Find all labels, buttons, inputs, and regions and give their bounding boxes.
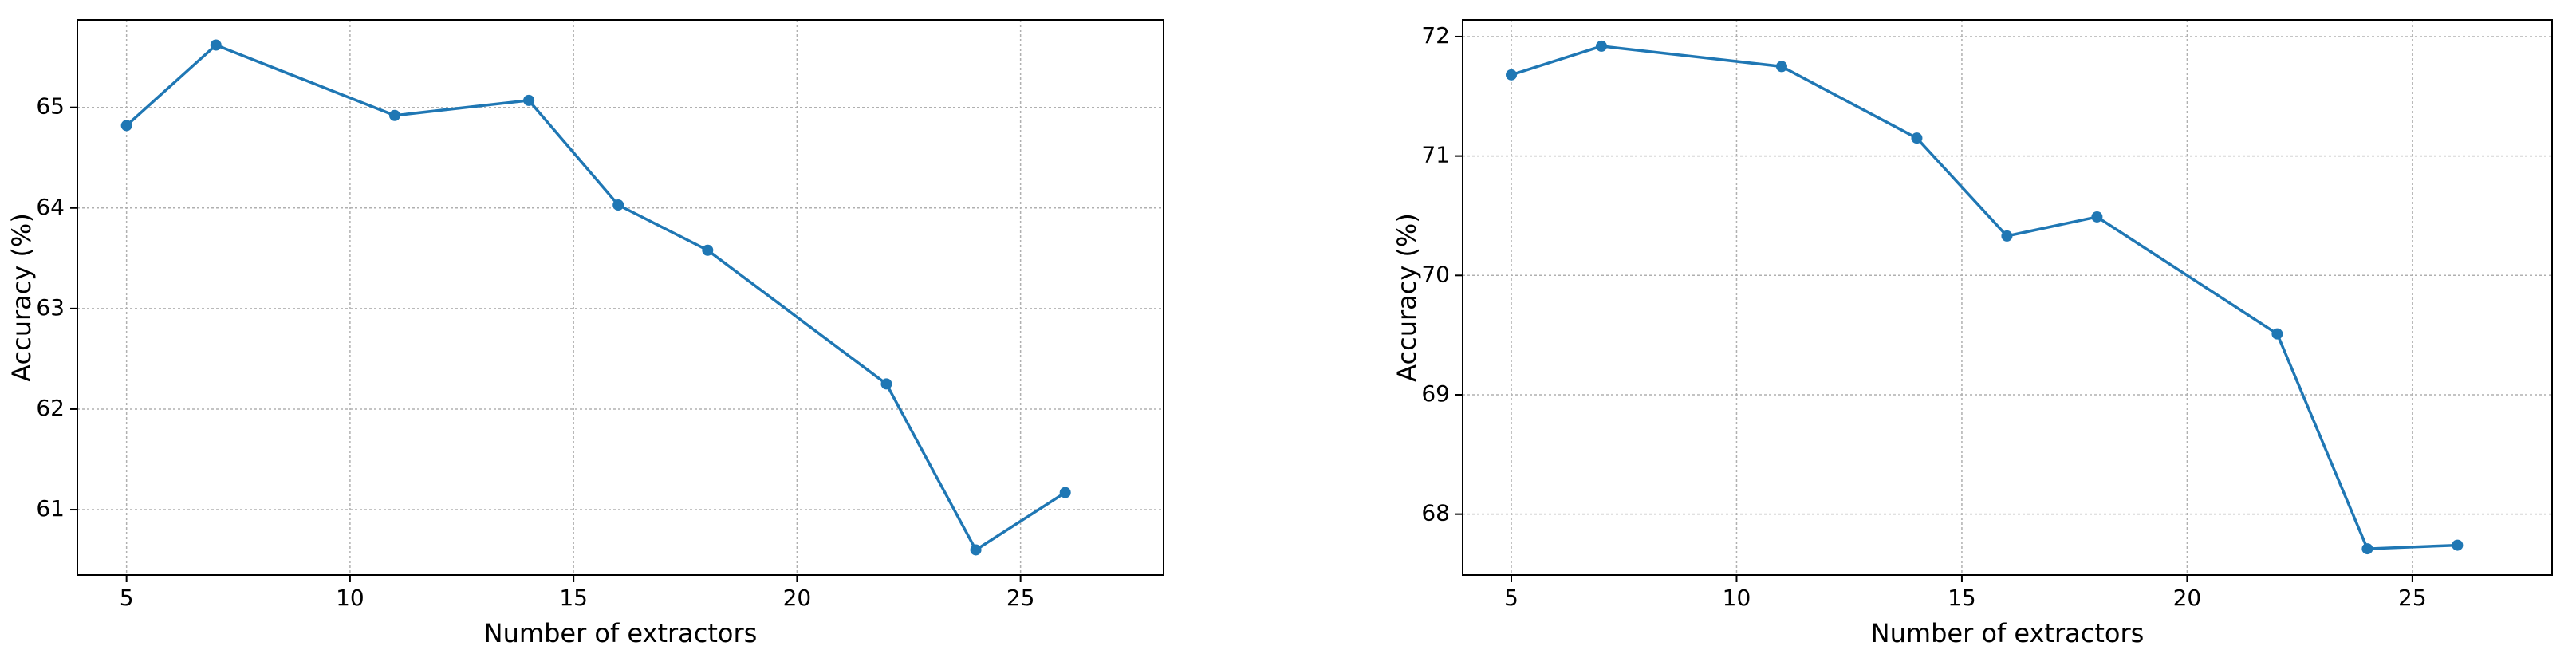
data-point [2001,230,2013,242]
data-point [388,109,400,121]
data-point [120,120,132,132]
data-point [1911,132,1923,144]
plot-frame [1462,19,2553,576]
data-point [210,39,222,51]
data-point [1506,69,1518,81]
y-tick-label: 65 [36,93,65,120]
plot-frame [77,19,1164,576]
data-point [523,94,535,106]
x-tick-label: 5 [1504,585,1518,611]
x-tick-label: 15 [559,585,588,611]
data-point [2361,543,2373,555]
x-tick-label: 10 [336,585,364,611]
y-tick-label: 61 [36,495,65,522]
data-point [2271,328,2283,340]
data-line [1511,45,2458,550]
x-tick-label: 20 [2173,585,2202,611]
y-tick-label: 69 [1421,380,1450,407]
y-axis-label: Accuracy (%) [1392,213,1422,382]
data-point [1595,40,1607,52]
y-tick-label: 64 [36,194,65,220]
data-point [880,378,892,390]
data-point [2091,211,2103,223]
x-tick-label: 5 [120,585,134,611]
data-point [970,544,982,556]
y-tick-label: 62 [36,395,65,421]
y-tick-label: 72 [1421,22,1450,49]
data-point [1059,487,1071,498]
data-point [702,244,714,256]
y-tick-label: 63 [36,294,65,321]
x-tick-label: 25 [1006,585,1035,611]
y-axis-label: Accuracy (%) [6,213,37,382]
y-tick-label: 71 [1421,142,1450,168]
x-tick-label: 25 [2398,585,2427,611]
x-tick-label: 10 [1723,585,1751,611]
data-line [125,43,1066,552]
x-tick-label: 20 [783,585,812,611]
x-tick-label: 15 [1948,585,1976,611]
data-point [612,199,624,211]
data-point [2452,539,2464,551]
data-point [1775,61,1787,73]
x-axis-label: Number of extractors [484,618,758,648]
y-tick-label: 68 [1421,500,1450,526]
y-tick-label: 70 [1421,261,1450,287]
x-axis-label: Number of extractors [1871,618,2145,648]
